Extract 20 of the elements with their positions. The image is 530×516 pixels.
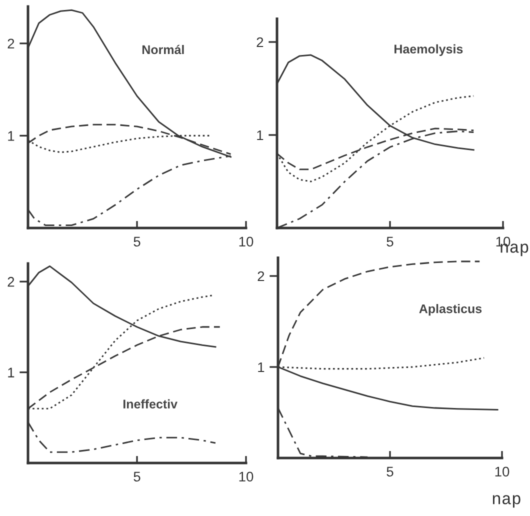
y-tick-label: 1 <box>258 362 264 372</box>
x-tick-label: 10 <box>239 236 254 247</box>
x-tick-label: 5 <box>134 472 140 482</box>
x-tick-label: 5 <box>134 236 140 247</box>
y-tick-label: 1 <box>257 130 264 140</box>
x-tick-label: 5 <box>386 236 394 247</box>
text: Normál <box>142 44 184 54</box>
x-tick-label: 10 <box>239 472 254 482</box>
y-tick-label: 1 <box>8 368 14 378</box>
x-tick-label: 5 <box>386 466 394 477</box>
text: Aplasticus <box>419 304 482 316</box>
y-tick-label: 2 <box>8 276 14 287</box>
y-tick-label: 2 <box>258 271 264 282</box>
y-tick-label: 2 <box>256 37 264 48</box>
text: Haemolysis <box>394 44 463 56</box>
text: Ineffectiv <box>123 399 178 408</box>
y-tick-label: 2 <box>8 38 14 48</box>
x-tick-label: 10 <box>495 466 510 477</box>
y-tick-label: 1 <box>8 131 14 141</box>
x-axis-title: nap <box>492 495 520 508</box>
